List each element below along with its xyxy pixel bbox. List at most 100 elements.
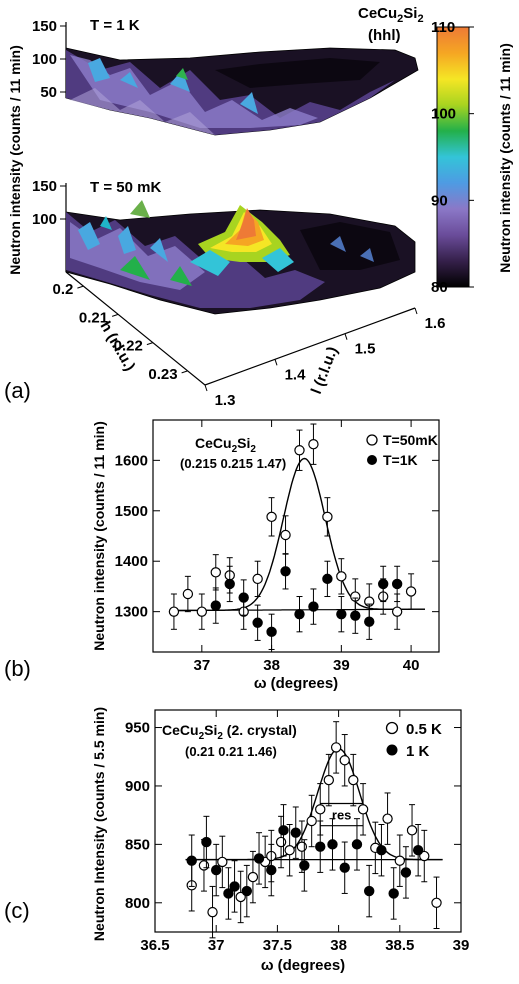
data-point-filled (201, 836, 212, 848)
panel-b-axes: 37 38 39 40 1300 1400 1500 1600 (115, 420, 439, 674)
l-tick-label: 1.6 (425, 315, 446, 332)
y-tick-label: 1400 (115, 553, 148, 570)
panel-b-series-50mk (168, 423, 417, 630)
gaussian-fit-curve (173, 457, 425, 612)
data-point-open (391, 606, 403, 617)
h-tick (146, 342, 154, 346)
data-point-open (182, 588, 194, 600)
data-point-filled (391, 578, 403, 590)
data-point-open (247, 871, 259, 883)
surface-50mk (65, 200, 416, 315)
colorbar (436, 26, 470, 288)
legend-marker-open (366, 434, 378, 446)
data-point-filled (253, 853, 265, 864)
data-point-open (323, 774, 335, 786)
data-point-open (419, 850, 430, 862)
h-tick (77, 285, 84, 289)
l-axis-label: l (r.l.u.) (308, 344, 341, 396)
data-point-filled (266, 626, 277, 638)
data-point-open (406, 825, 418, 836)
x-tick-label: 40 (403, 657, 420, 674)
l-tick-label: 1.5 (355, 341, 376, 358)
z-tick-label: 50 (40, 84, 57, 101)
data-point-open (275, 836, 287, 848)
colorbar-tick-label: 90 (431, 192, 448, 209)
data-point-filled (278, 825, 289, 836)
data-point-filled (210, 600, 221, 611)
panel-c-legend: 0.5 K 1 K (385, 721, 442, 760)
z-axis-label: Neutron intensity (counts / 11 min) (7, 45, 23, 274)
panel-c-y-label: Neutron Intensity (counts / 5.5 min) (91, 707, 107, 941)
x-tick-label: 38.5 (385, 937, 414, 954)
data-point-open (348, 774, 359, 786)
y-tick-label: 1300 (115, 604, 148, 621)
panel-c-scatter-plot: 36.5 37 37.5 38 38.5 39 800 850 900 950 res CeCu2… (4, 707, 469, 974)
l-tick (274, 359, 278, 366)
data-point-filled (364, 616, 375, 627)
data-point-filled (315, 841, 326, 852)
data-point-open (315, 804, 326, 815)
data-point-open (284, 845, 295, 856)
legend-label-50mk: T=50mK (383, 432, 438, 448)
panel-b-letter: (b) (4, 656, 31, 681)
y-tick-label: 1600 (115, 452, 148, 469)
data-point-filled (351, 839, 363, 850)
data-point-open (339, 755, 350, 766)
data-point-filled (223, 888, 234, 899)
data-point-filled (350, 610, 361, 621)
panel-c-series-1k (186, 804, 424, 920)
z-tick-label: 100 (32, 211, 57, 228)
panel-b-series-1k (210, 553, 403, 650)
data-point-filled (400, 867, 412, 878)
l-axis-ticks: 1.3 1.4 1.5 1.6 (204, 307, 446, 409)
panel-b-fit-curves (173, 457, 425, 612)
x-tick-label: 37.5 (263, 937, 292, 954)
data-point-filled (308, 601, 319, 612)
data-point-filled (376, 845, 387, 856)
data-point-open (280, 529, 291, 541)
h-tick-label: 0.2 (53, 281, 74, 298)
y-tick-label: 800 (125, 895, 150, 912)
data-point-open (198, 860, 210, 871)
x-tick-label: 36.5 (140, 937, 169, 954)
data-point-filled (229, 881, 240, 892)
h-axis-ticks: 0.2 0.21 0.22 0.23 (53, 281, 188, 383)
colorbar-ticks: 80 90 100 110 (431, 19, 474, 296)
colorbar-tick-label: 80 (431, 279, 448, 296)
data-point-open (394, 855, 405, 866)
data-point-filled (241, 885, 252, 897)
legend-label-1k: T=1K (383, 452, 418, 468)
panel-c-title: CeCu2Si2 (2. crystal) (162, 722, 297, 742)
panel-c-x-label: ω (degrees) (261, 957, 345, 974)
x-tick-label: 39 (453, 937, 470, 954)
z-tick-label: 100 (32, 51, 57, 68)
data-point-open (306, 815, 317, 827)
x-tick-label: 39 (333, 657, 350, 674)
colorbar-tick-label: 110 (431, 19, 455, 36)
data-point-open (207, 906, 218, 918)
panel-c-letter: (c) (4, 898, 30, 923)
data-point-open (336, 571, 347, 582)
l-tick (414, 307, 418, 315)
y-tick-label: 1500 (115, 503, 148, 520)
legend-label-1k: 1 K (406, 743, 430, 760)
data-point-open (294, 445, 305, 456)
data-point-open (431, 897, 442, 908)
legend-label-05k: 0.5 K (406, 721, 442, 738)
panel-b-frame (152, 419, 440, 653)
data-point-filled (336, 608, 347, 620)
panel-c-fit-curves (185, 747, 443, 861)
data-point-filled (280, 566, 291, 577)
l-tick-label: 1.4 (285, 366, 307, 383)
data-point-open (217, 856, 228, 868)
y-tick-label: 950 (125, 720, 150, 737)
data-point-filled (238, 592, 249, 603)
x-tick-label: 37 (193, 657, 210, 674)
data-point-filled (322, 573, 333, 585)
h-tick (181, 370, 188, 374)
panel-b-scatter-plot: 37 38 39 40 1300 1400 1500 1600 CeCu2Si2 (0.215… (4, 419, 440, 692)
colorbar-label: Neutron intensity (counts / 11 min) (497, 43, 513, 272)
panel-b-x-label: ω (degrees) (254, 675, 338, 692)
data-point-open (168, 606, 180, 617)
